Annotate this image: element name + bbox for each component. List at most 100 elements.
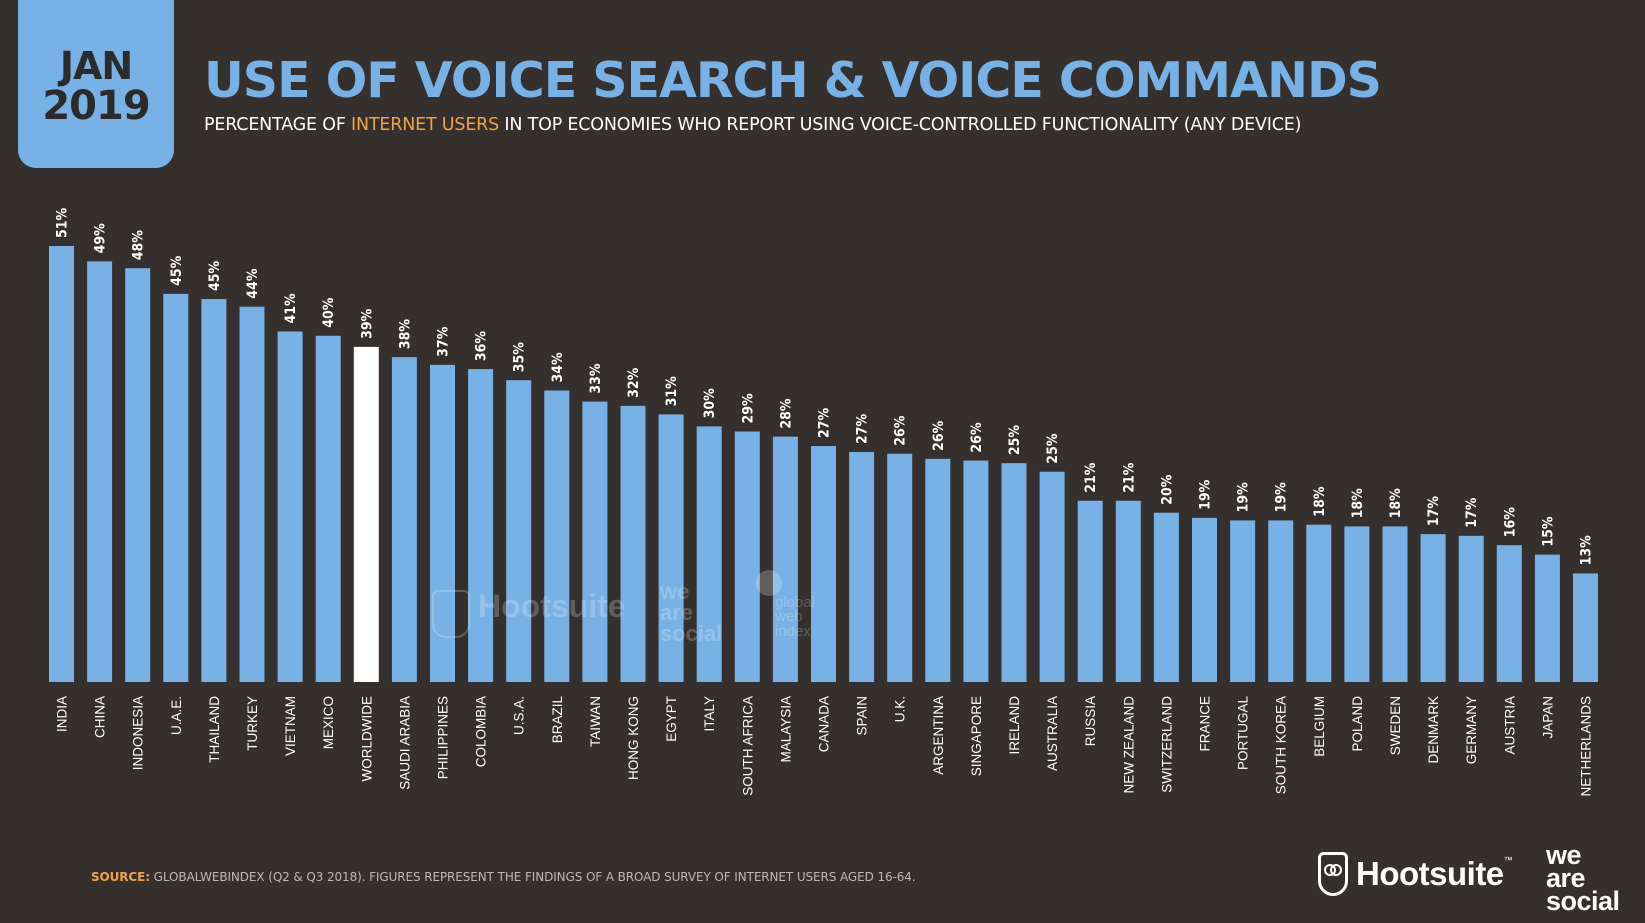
bar-hong-kong	[620, 405, 646, 682]
bar-turkey	[239, 306, 265, 682]
owl-icon	[1318, 852, 1348, 896]
subtitle-highlight: INTERNET USERS	[351, 115, 500, 135]
category-label: U.S.A.	[512, 696, 527, 735]
bar-sweden	[1382, 526, 1408, 682]
bar-worldwide	[353, 346, 379, 682]
bar-u-s-a	[506, 380, 532, 682]
data-label: 19%	[1236, 482, 1252, 513]
data-label: 30%	[702, 388, 718, 419]
data-label: 17%	[1464, 497, 1480, 528]
category-label: PHILIPPINES	[436, 696, 451, 779]
category-label: CANADA	[817, 696, 832, 752]
category-label: BRAZIL	[550, 696, 565, 744]
bar-russia	[1077, 500, 1103, 682]
bar-australia	[1039, 471, 1065, 682]
watermark-was-1: we	[660, 579, 690, 604]
watermark-hootsuite: Hootsuite	[478, 588, 626, 624]
bar-canada	[811, 446, 836, 682]
subtitle-pre: PERCENTAGE OF	[204, 115, 352, 135]
bar-poland	[1344, 526, 1370, 682]
data-label: 26%	[893, 415, 909, 446]
data-label: 36%	[474, 331, 490, 362]
bar-saudi-arabia	[391, 357, 417, 682]
category-label: PORTUGAL	[1236, 696, 1251, 771]
bar-brazil	[544, 390, 570, 682]
subtitle-post: IN TOP ECONOMIES WHO REPORT USING VOICE-…	[499, 115, 1302, 135]
data-label: 25%	[1007, 425, 1023, 456]
bar-taiwan	[582, 401, 608, 682]
category-label: INDIA	[55, 696, 70, 732]
watermark-we-are-social: we are social	[660, 579, 722, 645]
data-label: 32%	[626, 367, 642, 398]
data-label: 40%	[321, 297, 337, 328]
data-label: 51%	[55, 207, 71, 238]
category-label: ITALY	[702, 696, 717, 732]
category-label: BELGIUM	[1312, 696, 1327, 757]
data-label: 29%	[740, 393, 756, 424]
category-label: ARGENTINA	[931, 696, 946, 775]
data-label: 27%	[817, 408, 833, 439]
category-label: WORLDWIDE	[359, 696, 374, 782]
data-label: 19%	[1274, 482, 1290, 513]
bar-vietnam	[277, 331, 303, 682]
bar-mexico	[315, 335, 341, 682]
category-label: TURKEY	[245, 696, 260, 751]
date-year: 2019	[42, 82, 150, 129]
bar-ireland	[1001, 463, 1027, 682]
category-label: COLOMBIA	[474, 696, 489, 767]
category-label: SOUTH AFRICA	[740, 696, 755, 796]
category-label: THAILAND	[207, 696, 222, 763]
data-label: 21%	[1121, 462, 1137, 493]
trademark-mark: ™	[1503, 855, 1513, 865]
data-label: 27%	[855, 414, 871, 445]
category-label: EGYPT	[664, 696, 679, 742]
category-label: HONG KONG	[626, 696, 641, 780]
data-label: 45%	[207, 260, 223, 291]
data-label: 15%	[1540, 516, 1556, 547]
hootsuite-wordmark: Hootsuite	[1356, 855, 1504, 892]
bar-colombia	[468, 369, 494, 682]
data-label: 13%	[1579, 535, 1595, 566]
category-label: NEW ZEALAND	[1121, 696, 1136, 794]
hootsuite-logo: Hootsuite™	[1318, 852, 1513, 896]
bar-austria	[1496, 545, 1522, 682]
bar-japan	[1534, 554, 1560, 682]
category-label: AUSTRIA	[1502, 696, 1517, 755]
bar-argentina	[925, 458, 951, 682]
watermark-was-2: are	[660, 599, 694, 625]
category-label: AUSTRALIA	[1045, 696, 1060, 771]
we-are-social-logo: we are social	[1546, 841, 1620, 917]
bar-new-zealand	[1115, 500, 1141, 682]
data-label: 25%	[1045, 433, 1061, 464]
data-label: 18%	[1350, 488, 1366, 519]
data-label: 28%	[778, 398, 794, 429]
data-label: 18%	[1312, 486, 1328, 517]
was-line-2: are	[1546, 863, 1586, 894]
data-label: 48%	[131, 230, 147, 261]
data-label: 18%	[1388, 488, 1404, 519]
category-label: GERMANY	[1464, 696, 1479, 764]
data-label: 26%	[969, 422, 985, 453]
bar-china	[87, 261, 113, 682]
watermark-gwi-icon	[756, 570, 782, 596]
bar-u-k	[887, 453, 913, 682]
category-label: U.A.E.	[169, 696, 184, 735]
bar-belgium	[1306, 524, 1332, 682]
data-label: 31%	[664, 376, 680, 407]
bar-thailand	[201, 299, 227, 682]
watermark-globalwebindex: global web index	[775, 595, 815, 639]
bar-germany	[1458, 535, 1484, 682]
category-label: CHINA	[93, 696, 108, 738]
bar-south-korea	[1268, 520, 1294, 682]
category-label: DENMARK	[1426, 696, 1441, 764]
data-label: 33%	[588, 363, 604, 394]
data-label: 35%	[512, 342, 528, 373]
data-label: 45%	[169, 255, 185, 286]
was-line-3: social	[1546, 886, 1620, 917]
source-text: GLOBALWEBINDEX (Q2 & Q3 2018). FIGURES R…	[149, 870, 916, 884]
category-label: INDONESIA	[131, 696, 146, 770]
category-label: SPAIN	[855, 696, 870, 736]
category-label: SINGAPORE	[969, 696, 984, 776]
bar-switzerland	[1153, 512, 1179, 682]
category-label: IRELAND	[1007, 696, 1022, 755]
